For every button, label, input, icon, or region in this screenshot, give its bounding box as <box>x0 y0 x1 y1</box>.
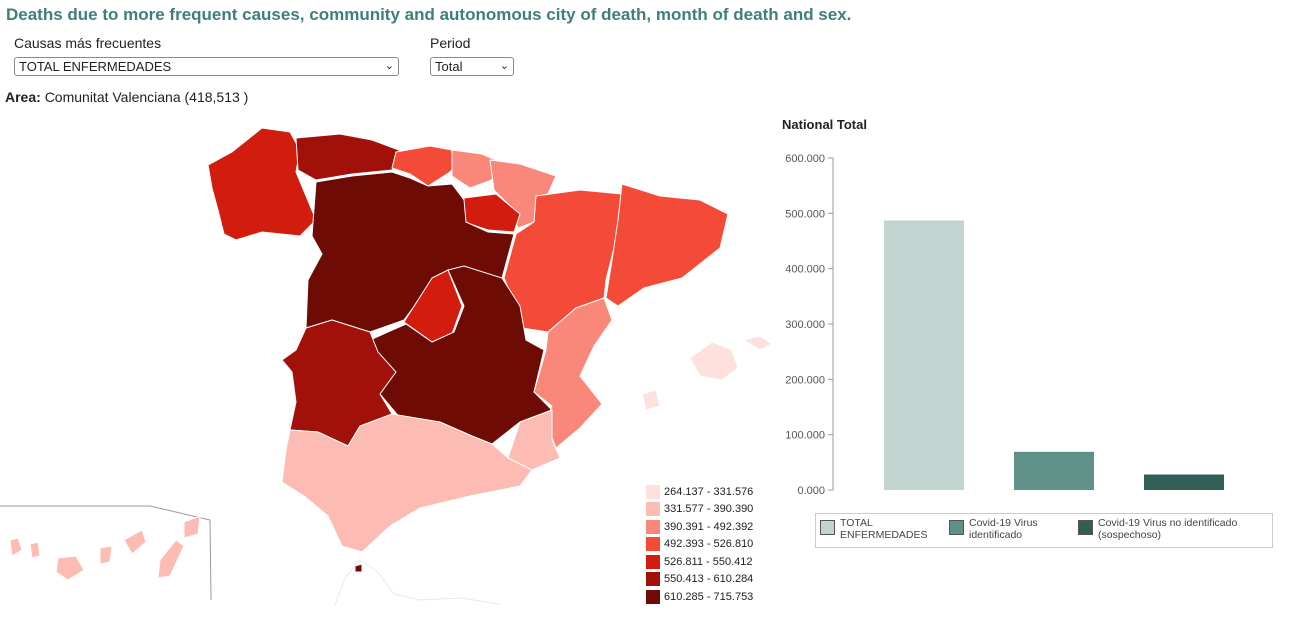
region-baleares[interactable] <box>641 335 773 411</box>
y-tick-label: 200.000 <box>785 374 825 386</box>
region-cantabria[interactable] <box>391 145 463 187</box>
cause-select[interactable]: TOTAL ENFERMEDADES ⌄ <box>14 57 399 76</box>
cause-label: Causas más frecuentes <box>14 35 162 51</box>
legend-swatch <box>949 520 964 535</box>
legend-item: 390.391 - 492.392 <box>646 518 753 536</box>
region-asturias[interactable] <box>295 133 405 181</box>
region-cataluna[interactable] <box>605 183 729 307</box>
legend-swatch <box>646 502 660 517</box>
legend-swatch <box>646 519 660 534</box>
legend-label: 264.137 - 331.576 <box>664 485 754 498</box>
area-value: Comunitat Valenciana (418,513 ) <box>44 89 249 105</box>
chart-legend-label: TOTAL ENFERMEDADES <box>840 517 928 541</box>
legend-item: 492.393 - 526.810 <box>646 536 753 554</box>
page-title: Deaths due to more frequent causes, comm… <box>6 5 852 24</box>
chevron-down-icon: ⌄ <box>499 60 509 72</box>
region-andalucia[interactable] <box>281 413 533 553</box>
legend-label: 492.393 - 526.810 <box>664 538 754 551</box>
legend-label: 526.811 - 550.412 <box>664 555 753 568</box>
legend-label: 550.413 - 610.284 <box>664 573 754 586</box>
chart-legend-item[interactable]: Covid-19 Virus identificado <box>949 517 1069 541</box>
map-legend: 264.137 - 331.576 331.577 - 390.390 390.… <box>646 483 753 606</box>
legend-item: 264.137 - 331.576 <box>646 483 753 501</box>
legend-label: 610.285 - 715.753 <box>664 590 754 603</box>
y-tick-label: 600.000 <box>785 153 825 165</box>
region-ceuta[interactable] <box>354 563 363 573</box>
legend-label: 331.577 - 390.390 <box>664 503 754 516</box>
y-tick-label: 100.000 <box>785 430 825 442</box>
y-tick-label: 0.000 <box>797 485 825 497</box>
chart-legend: TOTAL ENFERMEDADES Covid-19 Virus identi… <box>815 513 1273 548</box>
legend-swatch <box>1078 520 1093 535</box>
area-info: Area: Comunitat Valenciana (418,513 ) <box>5 89 248 105</box>
national-total-bar-chart: 0.000 100.000 200.000 300.000 400.000 500.000… <box>785 153 1224 497</box>
y-tick-label: 300.000 <box>785 319 825 331</box>
legend-swatch <box>646 484 660 499</box>
canarias-inset-frame <box>0 505 212 601</box>
bars-group <box>884 220 1224 490</box>
legend-item: 331.577 - 390.390 <box>646 501 753 519</box>
spain-choropleth-map <box>0 127 773 606</box>
legend-swatch <box>646 589 660 604</box>
legend-swatch <box>646 537 660 552</box>
chart-legend-item[interactable]: TOTAL ENFERMEDADES <box>820 517 940 541</box>
region-pais-vasco[interactable] <box>451 149 501 189</box>
legend-item: 610.285 - 715.753 <box>646 588 753 606</box>
region-comunitat-valenciana[interactable] <box>533 297 613 449</box>
legend-item: 550.413 - 610.284 <box>646 571 753 589</box>
period-label: Period <box>430 35 471 51</box>
africa-outline <box>334 559 501 606</box>
bar[interactable] <box>1014 451 1094 490</box>
chevron-down-icon: ⌄ <box>384 60 394 72</box>
period-select-value: Total <box>435 59 463 74</box>
chart-legend-item[interactable]: Covid-19 Virus no identificado (sospecho… <box>1078 517 1268 541</box>
legend-swatch <box>646 554 660 569</box>
area-label: Area: <box>5 89 41 105</box>
chart-legend-label: Covid-19 Virus no identificado (sospecho… <box>1098 517 1238 541</box>
legend-label: 390.391 - 492.392 <box>664 520 754 533</box>
period-select[interactable]: Total ⌄ <box>430 57 514 76</box>
region-galicia[interactable] <box>207 127 317 241</box>
chart-legend-label: Covid-19 Virus identificado <box>969 517 1038 541</box>
legend-item: 526.811 - 550.412 <box>646 553 753 571</box>
legend-swatch <box>820 520 835 535</box>
bar[interactable] <box>1144 474 1224 490</box>
cause-select-value: TOTAL ENFERMEDADES <box>19 59 172 74</box>
bar[interactable] <box>884 220 964 490</box>
y-axis-ticks: 0.000 100.000 200.000 300.000 400.000 500.000… <box>785 153 833 497</box>
y-tick-label: 400.000 <box>785 264 825 276</box>
y-tick-label: 500.000 <box>785 208 825 220</box>
region-canarias[interactable] <box>9 515 201 581</box>
chart-title: National Total <box>782 117 867 132</box>
legend-swatch <box>646 572 660 587</box>
